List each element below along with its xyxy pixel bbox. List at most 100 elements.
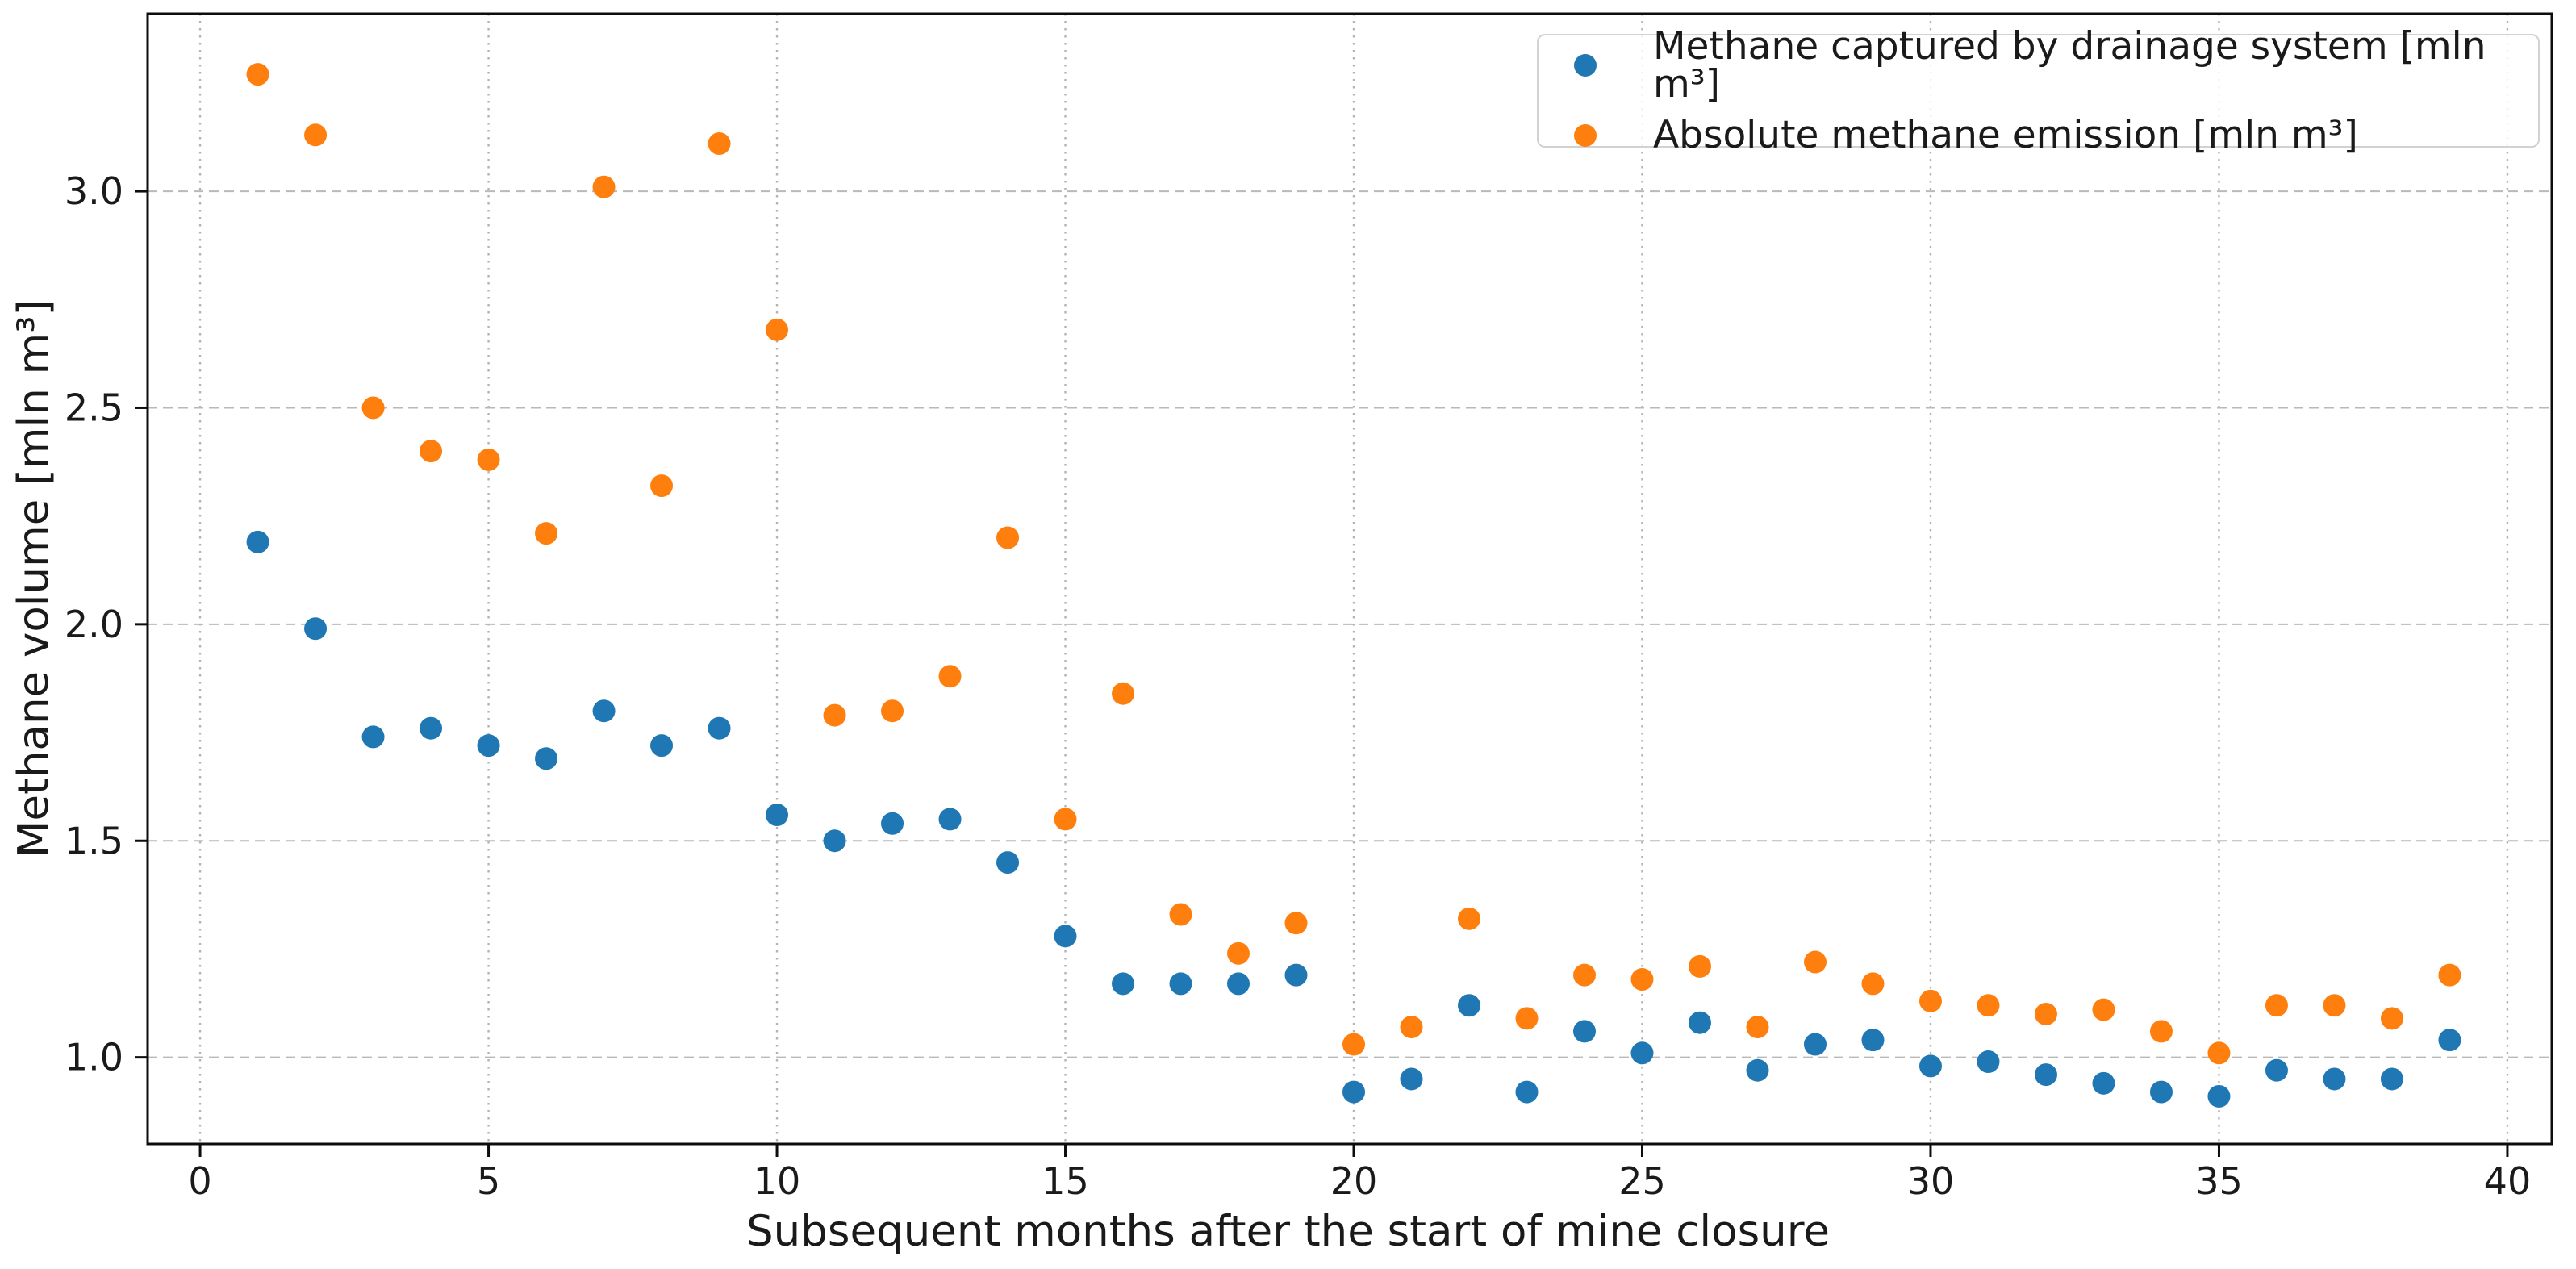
emission-data-point bbox=[1918, 989, 1942, 1012]
x-tick-label: 0 bbox=[188, 1159, 211, 1203]
emission-data-point bbox=[1746, 1016, 1769, 1039]
captured-data-point bbox=[650, 734, 674, 758]
emission-data-point bbox=[708, 132, 731, 156]
emission-data-point bbox=[1284, 912, 1308, 935]
captured-data-point bbox=[1918, 1054, 1942, 1078]
captured-data-point bbox=[1861, 1029, 1885, 1052]
captured-data-point bbox=[938, 808, 962, 831]
emission-data-point bbox=[2438, 963, 2461, 987]
captured-data-point bbox=[477, 734, 500, 758]
captured-data-point bbox=[823, 829, 846, 853]
emission-data-point bbox=[1630, 968, 1654, 991]
emission-data-point bbox=[881, 699, 904, 723]
captured-data-point bbox=[361, 725, 385, 749]
emission-data-point bbox=[1688, 954, 1711, 978]
x-tick-label: 35 bbox=[2195, 1159, 2243, 1203]
captured-data-point bbox=[1803, 1033, 1827, 1056]
x-tick-label: 10 bbox=[754, 1159, 801, 1203]
y-axis-title: Methane volume [mln m³] bbox=[9, 298, 59, 858]
x-tick-label: 20 bbox=[1330, 1159, 1378, 1203]
emission-data-point bbox=[1169, 903, 1192, 926]
legend: Methane captured by drainage system [mln… bbox=[1537, 27, 2540, 154]
captured-data-point bbox=[1746, 1058, 1769, 1082]
x-tick-label: 25 bbox=[1618, 1159, 1666, 1203]
captured-data-point bbox=[1515, 1080, 1539, 1104]
legend-label-captured: Methane captured by drainage system [mln… bbox=[1653, 24, 2486, 106]
x-tick-label: 30 bbox=[1907, 1159, 1955, 1203]
emission-data-point bbox=[535, 522, 558, 545]
captured-data-point bbox=[1342, 1080, 1366, 1104]
x-tick-label: 40 bbox=[2484, 1159, 2532, 1203]
emission-data-point bbox=[996, 526, 1020, 549]
y-tick-label: 2.0 bbox=[65, 603, 123, 646]
emission-data-point bbox=[2034, 1002, 2057, 1025]
emission-series-marker-icon bbox=[1574, 123, 1597, 147]
emission-data-point bbox=[1977, 994, 2000, 1017]
emission-data-point bbox=[938, 665, 962, 688]
x-tick-label: 15 bbox=[1042, 1159, 1089, 1203]
emission-data-point bbox=[246, 63, 269, 86]
emission-data-point bbox=[592, 175, 616, 198]
y-tick-label: 2.5 bbox=[65, 386, 123, 429]
emission-data-point bbox=[1457, 907, 1480, 930]
emission-data-point bbox=[2323, 994, 2346, 1017]
captured-data-point bbox=[2323, 1067, 2346, 1091]
captured-data-point bbox=[708, 716, 731, 740]
captured-data-point bbox=[1169, 972, 1192, 996]
emission-data-point bbox=[1054, 808, 1077, 831]
captured-data-point bbox=[246, 530, 269, 553]
captured-data-point bbox=[2438, 1029, 2461, 1052]
emission-data-point bbox=[766, 318, 789, 341]
captured-data-point bbox=[1054, 925, 1077, 948]
emission-data-point bbox=[477, 448, 500, 471]
emission-data-point bbox=[1861, 972, 1885, 996]
emission-data-point bbox=[2207, 1041, 2231, 1065]
legend-item-emission: Absolute methane emission [mln m³] bbox=[1574, 116, 2538, 154]
legend-item-captured: Methane captured by drainage system [mln… bbox=[1574, 27, 2538, 103]
emission-data-point bbox=[1515, 1007, 1539, 1030]
emission-data-point bbox=[650, 474, 674, 498]
emission-data-point bbox=[361, 396, 385, 420]
captured-data-point bbox=[996, 851, 1020, 875]
emission-data-point bbox=[1112, 682, 1135, 705]
emission-data-point bbox=[2149, 1020, 2173, 1043]
x-axis-title: Subsequent months after the start of min… bbox=[745, 1207, 1831, 1256]
emission-data-point bbox=[304, 123, 328, 147]
emission-data-point bbox=[1227, 941, 1250, 965]
emission-data-point bbox=[2265, 994, 2288, 1017]
y-tick-label: 1.5 bbox=[65, 819, 123, 862]
captured-data-point bbox=[535, 747, 558, 770]
emission-data-point bbox=[1342, 1033, 1366, 1056]
captured-data-point bbox=[766, 804, 789, 827]
emission-data-point bbox=[420, 440, 443, 463]
plot-border bbox=[146, 12, 2553, 1146]
y-tick-label: 1.0 bbox=[65, 1036, 123, 1079]
captured-data-point bbox=[881, 812, 904, 835]
captured-data-point bbox=[1977, 1050, 2000, 1074]
legend-label-emission: Absolute methane emission [mln m³] bbox=[1653, 113, 2358, 157]
captured-data-point bbox=[1572, 1020, 1596, 1043]
captured-data-point bbox=[304, 617, 328, 641]
captured-data-point bbox=[2034, 1063, 2057, 1087]
captured-series-marker-icon bbox=[1574, 54, 1597, 77]
captured-data-point bbox=[2265, 1058, 2288, 1082]
captured-data-point bbox=[1284, 963, 1308, 987]
emission-data-point bbox=[1803, 950, 1827, 974]
x-tick-label: 5 bbox=[477, 1159, 500, 1203]
captured-data-point bbox=[1112, 972, 1135, 996]
captured-data-point bbox=[1400, 1067, 1423, 1091]
captured-data-point bbox=[420, 716, 443, 740]
emission-data-point bbox=[2092, 998, 2115, 1021]
captured-data-point bbox=[1630, 1041, 1654, 1065]
captured-data-point bbox=[1227, 972, 1250, 996]
captured-data-point bbox=[592, 699, 616, 723]
emission-data-point bbox=[823, 703, 846, 727]
captured-data-point bbox=[1457, 994, 1480, 1017]
captured-data-point bbox=[1688, 1011, 1711, 1034]
emission-data-point bbox=[1572, 963, 1596, 987]
captured-data-point bbox=[2092, 1071, 2115, 1095]
y-tick-label: 3.0 bbox=[65, 169, 123, 213]
captured-data-point bbox=[2380, 1067, 2403, 1091]
